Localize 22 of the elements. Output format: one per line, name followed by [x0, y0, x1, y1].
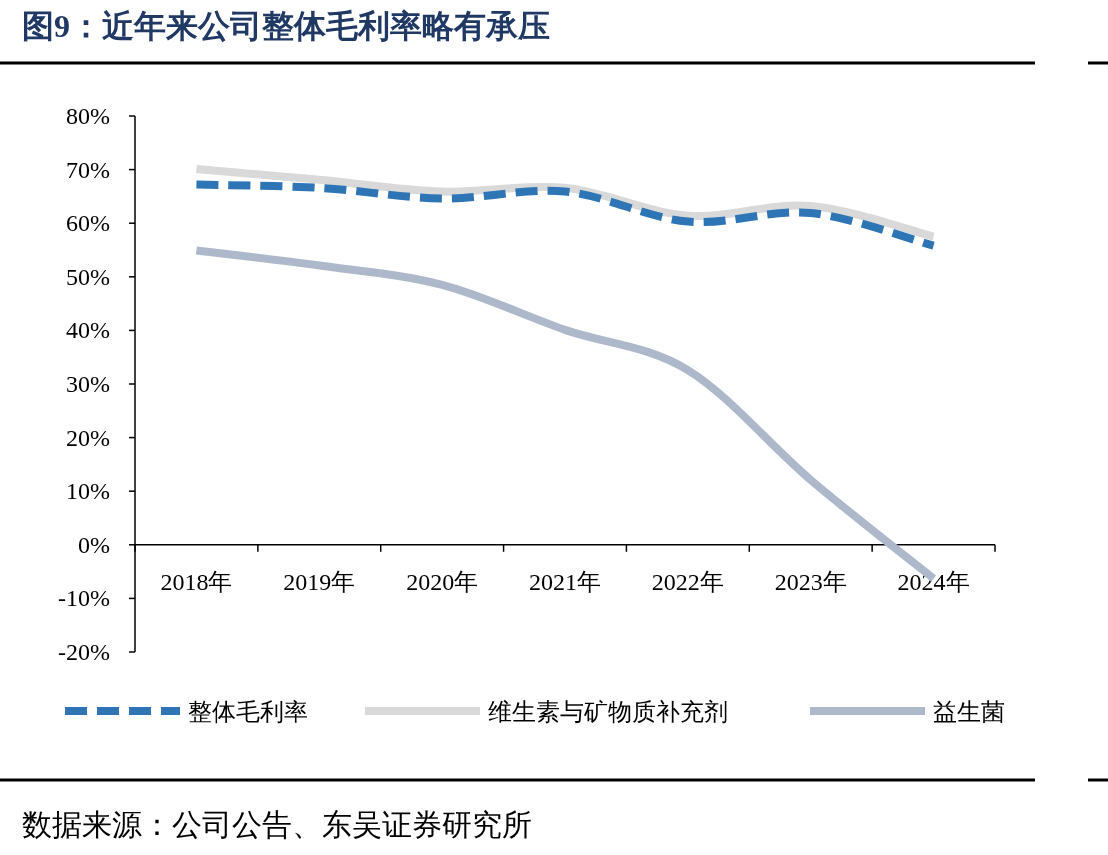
y-tick-label: 10%	[66, 478, 110, 505]
chart-title: 图9：近年来公司整体毛利率略有承压	[22, 8, 550, 44]
y-tick-label: 80%	[66, 103, 110, 129]
legend-label: 益生菌	[933, 699, 1005, 725]
x-tick-label: 2021年	[529, 568, 601, 595]
legend-label: 整体毛利率	[188, 699, 308, 725]
x-tick-label: 2020年	[406, 568, 479, 595]
y-tick-label: -10%	[58, 585, 111, 612]
x-tick-label: 2022年	[651, 568, 724, 595]
x-tick-label: 2019年	[283, 568, 356, 595]
legend-label: 维生素与矿物质补充剂	[488, 699, 728, 725]
y-tick-label: 60%	[66, 210, 110, 237]
y-tick-label: 0%	[78, 531, 110, 558]
y-tick-label: 30%	[66, 371, 110, 397]
x-tick-label: 2023年	[774, 568, 847, 595]
y-tick-label: -20%	[58, 639, 111, 665]
x-tick-label: 2018年	[160, 568, 233, 595]
y-tick-label: 50%	[66, 263, 110, 290]
y-tick-label: 40%	[66, 317, 110, 344]
y-tick-label: 20%	[66, 424, 110, 451]
y-tick-label: 70%	[66, 156, 110, 183]
source-note: 数据来源：公司公告、东吴证券研究所	[22, 808, 532, 841]
